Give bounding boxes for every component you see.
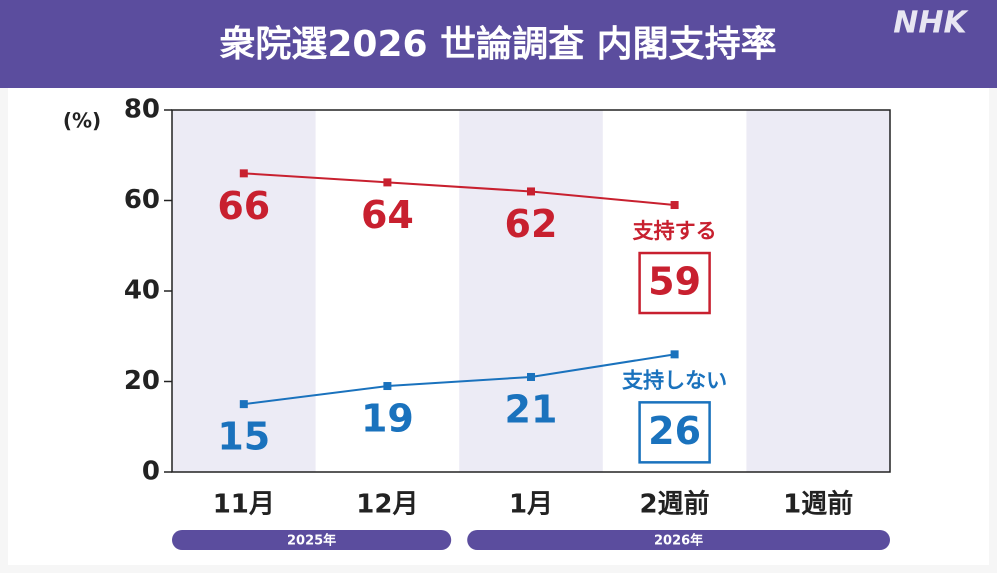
- y-unit: (%): [63, 109, 101, 133]
- title-bar: [0, 0, 997, 88]
- logo: NHK: [893, 6, 969, 41]
- period-band: [172, 530, 452, 550]
- value-label: 21: [505, 387, 558, 431]
- marker: [239, 400, 248, 409]
- value-box: [638, 251, 711, 315]
- marker: [527, 187, 535, 196]
- x-tick-label: 12月: [356, 490, 418, 520]
- period-label: 2025年: [287, 533, 336, 549]
- value-label: 62: [505, 202, 558, 246]
- title: 衆院選2026 世論調査 内閣支持率: [219, 24, 776, 65]
- y-tick-label: 60: [124, 185, 160, 215]
- x-tick-label: 11月: [213, 490, 275, 520]
- y-tick-label: 40: [124, 276, 160, 306]
- period-label: 2026年: [654, 533, 703, 549]
- series-line: [243, 353, 675, 406]
- marker: [527, 372, 535, 381]
- x-tick-label: 1週前: [783, 489, 853, 520]
- period-band: [467, 530, 890, 550]
- y-tick-label: 80: [124, 95, 160, 125]
- value-label: 15: [217, 415, 270, 459]
- value-label: 66: [217, 184, 270, 228]
- value-label: 64: [361, 193, 414, 237]
- marker: [383, 178, 392, 187]
- legend-label: 支持しない: [622, 368, 727, 392]
- column-shade: [459, 110, 603, 472]
- value-label: 26: [648, 409, 701, 453]
- x-tick-label: 1月: [509, 490, 553, 520]
- marker: [670, 350, 679, 359]
- y-tick-label: 20: [124, 366, 160, 396]
- value-label: 59: [648, 260, 701, 304]
- marker: [670, 201, 679, 210]
- column-shade: [746, 110, 890, 472]
- marker: [383, 382, 392, 391]
- marker: [239, 169, 248, 178]
- value-label: 19: [361, 397, 414, 441]
- series-line: [243, 172, 675, 207]
- legend-label: 支持する: [633, 219, 717, 243]
- y-tick-label: 0: [142, 457, 160, 487]
- value-box: [638, 401, 711, 464]
- x-tick-label: 2週前: [640, 489, 710, 520]
